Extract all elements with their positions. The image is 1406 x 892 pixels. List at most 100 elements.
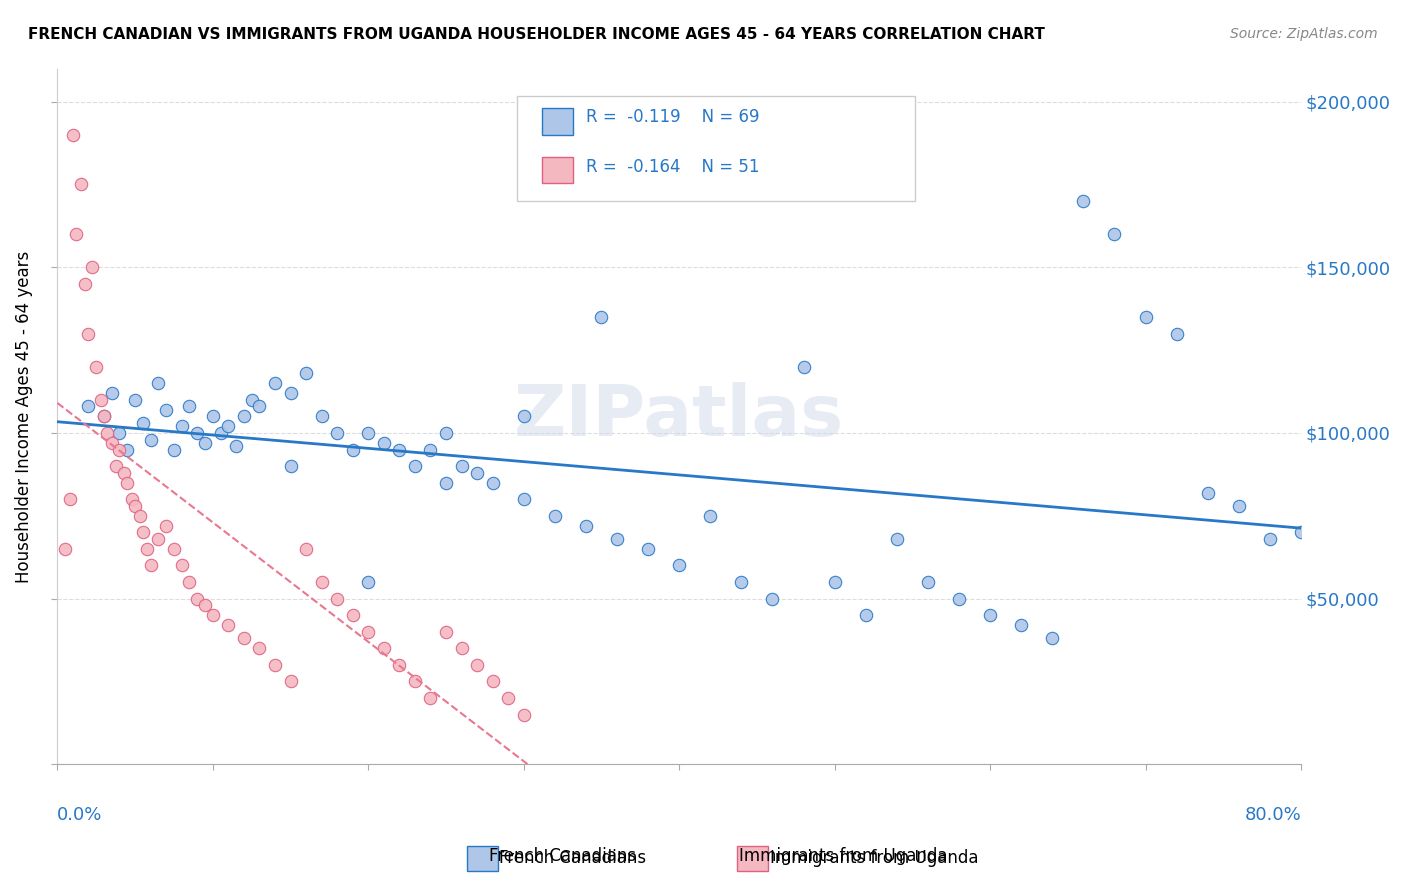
- Point: [1197, 485, 1219, 500]
- Point: [69, 178, 91, 192]
- Text: French Canadians: French Canadians: [499, 849, 647, 867]
- Point: [93, 409, 115, 424]
- Point: [170, 558, 193, 573]
- Point: [264, 657, 287, 672]
- Point: [948, 591, 970, 606]
- Point: [80, 260, 103, 275]
- Point: [217, 419, 239, 434]
- Point: [163, 442, 186, 457]
- Point: [136, 541, 159, 556]
- Point: [606, 532, 628, 546]
- Point: [824, 575, 846, 590]
- Point: [225, 439, 247, 453]
- Point: [75, 277, 97, 291]
- Point: [170, 419, 193, 434]
- Point: [544, 508, 567, 523]
- Point: [90, 392, 112, 407]
- Point: [512, 707, 534, 722]
- Point: [855, 608, 877, 623]
- Point: [209, 425, 232, 440]
- Point: [357, 575, 380, 590]
- Point: [591, 310, 613, 324]
- Point: [117, 442, 139, 457]
- Point: [148, 532, 170, 546]
- Point: [201, 608, 224, 623]
- Point: [179, 575, 201, 590]
- Point: [1010, 618, 1032, 632]
- Bar: [737, 846, 768, 871]
- Point: [249, 400, 271, 414]
- Text: French Canadians: French Canadians: [489, 847, 636, 865]
- Text: Source: ZipAtlas.com: Source: ZipAtlas.com: [1230, 27, 1378, 41]
- Point: [450, 459, 472, 474]
- Point: [194, 599, 217, 613]
- Point: [179, 400, 201, 414]
- Point: [124, 499, 146, 513]
- Point: [194, 436, 217, 450]
- Point: [108, 442, 131, 457]
- Text: Immigrants from Uganda: Immigrants from Uganda: [740, 847, 948, 865]
- Point: [419, 691, 441, 706]
- Point: [496, 691, 519, 706]
- Point: [132, 525, 155, 540]
- Point: [240, 392, 263, 407]
- Point: [232, 409, 254, 424]
- Text: Immigrants from Uganda: Immigrants from Uganda: [770, 849, 979, 867]
- Point: [886, 532, 908, 546]
- Point: [917, 575, 939, 590]
- Point: [1104, 227, 1126, 242]
- Point: [59, 492, 82, 507]
- Point: [128, 508, 150, 523]
- Point: [105, 459, 128, 474]
- Point: [404, 674, 426, 689]
- Point: [575, 518, 598, 533]
- Point: [1135, 310, 1157, 324]
- Point: [100, 386, 122, 401]
- Point: [62, 128, 84, 142]
- Point: [77, 400, 100, 414]
- Point: [311, 575, 333, 590]
- Point: [373, 641, 395, 656]
- Point: [295, 367, 318, 381]
- Text: R =  -0.119    N = 69: R = -0.119 N = 69: [586, 108, 759, 127]
- Text: ZIPatlas: ZIPatlas: [515, 382, 844, 450]
- Point: [217, 618, 239, 632]
- Point: [1289, 525, 1312, 540]
- Point: [100, 436, 122, 450]
- Point: [155, 518, 177, 533]
- Point: [388, 657, 411, 672]
- Point: [419, 442, 441, 457]
- Point: [761, 591, 783, 606]
- Point: [148, 376, 170, 391]
- Point: [1040, 632, 1063, 646]
- Text: FRENCH CANADIAN VS IMMIGRANTS FROM UGANDA HOUSEHOLDER INCOME AGES 45 - 64 YEARS : FRENCH CANADIAN VS IMMIGRANTS FROM UGAND…: [28, 27, 1045, 42]
- Point: [481, 674, 503, 689]
- Point: [249, 641, 271, 656]
- Point: [1320, 641, 1343, 656]
- Point: [96, 425, 118, 440]
- Point: [77, 326, 100, 341]
- Text: 0.0%: 0.0%: [58, 806, 103, 824]
- Point: [326, 591, 349, 606]
- Point: [295, 541, 318, 556]
- Point: [53, 541, 76, 556]
- Point: [108, 425, 131, 440]
- Point: [512, 409, 534, 424]
- Point: [373, 436, 395, 450]
- Point: [699, 508, 721, 523]
- Point: [280, 459, 302, 474]
- Point: [201, 409, 224, 424]
- Point: [121, 492, 143, 507]
- Point: [280, 674, 302, 689]
- Point: [434, 624, 457, 639]
- Point: [404, 459, 426, 474]
- Point: [730, 575, 752, 590]
- Point: [93, 409, 115, 424]
- Point: [388, 442, 411, 457]
- Point: [186, 591, 208, 606]
- Point: [434, 475, 457, 490]
- FancyBboxPatch shape: [517, 96, 915, 201]
- Bar: [467, 846, 498, 871]
- Point: [84, 359, 107, 374]
- Point: [342, 442, 364, 457]
